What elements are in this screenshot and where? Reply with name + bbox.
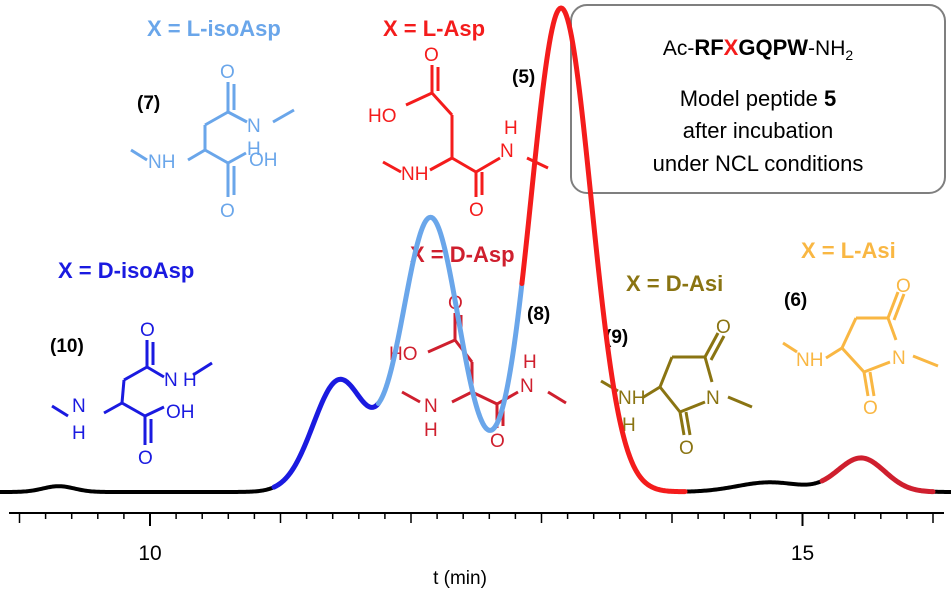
atom-oh: OH [249,150,278,171]
atom-h: H [247,139,261,160]
atom-ho: HO [368,106,397,127]
atom-o: O [716,317,731,338]
atom-o: O [469,200,484,221]
info-line-1: Model peptide 5 [680,86,837,111]
label-d-isoasp: X = D-isoAsp [58,258,194,283]
x-tick-label: 10 [138,542,161,565]
atom-h: H [72,423,86,444]
structure-d-asp-atoms: O HO H N N H O [389,293,537,452]
structure-l-asp [382,65,549,197]
structure-d-asi [600,332,753,436]
info-line-2: after incubation [683,118,833,143]
atom-nh: NH [401,164,428,185]
atom-o: O [140,320,155,341]
info-line-1-text: Model peptide [680,86,824,111]
atom-nh: NH [618,388,645,409]
info-line-3: under NCL conditions [653,151,864,176]
atom-h: H [183,370,197,391]
info-box-frame [570,4,946,194]
atom-nh: NH [796,350,823,371]
atom-o: O [220,62,235,83]
x-axis-ticks [18,513,934,526]
atom-n: N [500,141,514,162]
atom-h: H [424,420,438,441]
atom-n: N [706,388,720,409]
atom-o: O [138,448,153,469]
atom-n: N [164,370,178,391]
atom-n: N [520,376,534,397]
x-axis: 101520 t (min) [9,512,944,589]
atom-h: H [622,415,636,436]
label-l-asi: X = L-Asi [801,238,896,263]
x-axis-tick-labels: 101520 [138,542,814,565]
atom-nh: NH [148,152,175,173]
seq-part-b: GQPW [738,35,808,60]
seq-subscript: 2 [845,47,853,63]
atom-o: O [863,398,878,419]
atom-h: H [523,352,537,373]
compound-6: (6) [784,290,807,311]
x-tick-label: 15 [791,542,814,565]
atom-o: O [679,438,694,459]
peptide-sequence: Ac-RFXGQPW-NH2 [663,35,854,63]
peak-trace-4 [819,455,936,495]
structure-l-asi-atoms: O N NH O [796,276,911,419]
seq-part-a: RF [694,35,723,60]
peak-trace-3 [519,5,688,495]
structure-d-isoasp-atoms: O N H N H OH O [72,320,197,469]
info-line-1-bold: 5 [824,86,836,111]
atom-n: N [424,396,438,417]
atom-o: O [896,276,911,297]
atom-o: O [424,45,439,66]
structure-l-isoasp [130,82,295,197]
label-l-asp: X = L-Asp [383,16,485,41]
compound-labels: X = L-isoAsp (7) X = L-Asp (5) X = D-iso… [50,16,896,357]
atom-n: N [247,116,261,137]
structure-l-asi [782,291,939,397]
structure-l-isoasp-atoms: O N H NH OH O [148,62,278,222]
info-box: Ac-RFXGQPW-NH2 Model peptide 5 after inc… [570,4,946,194]
compound-5: (5) [512,67,535,88]
atom-h: H [504,118,518,139]
atom-oh: OH [166,402,195,423]
atom-n: N [72,396,86,417]
label-d-asp: X = D-Asp [410,242,515,267]
x-axis-label: t (min) [433,568,487,589]
peak-trace-1 [271,376,381,490]
peak-trace-2 [375,214,525,433]
label-d-asi: X = D-Asi [626,271,723,296]
seq-variable: X [724,35,739,60]
compound-8: (8) [527,304,550,325]
atom-n: N [892,348,906,369]
compound-10: (10) [50,336,84,357]
atom-o: O [490,431,505,452]
chromatogram-traces [0,5,951,495]
structure-d-asi-atoms: O N NH H O [618,317,731,459]
structure-d-isoasp [51,340,213,445]
structure-l-asp-atoms: O HO H N NH O [368,45,518,221]
seq-suffix: -NH [808,37,845,60]
atom-o: O [220,201,235,222]
compound-7: (7) [137,93,160,114]
compound-9: (9) [605,327,628,348]
label-l-isoasp: X = L-isoAsp [147,16,281,41]
seq-prefix: Ac- [663,37,695,60]
